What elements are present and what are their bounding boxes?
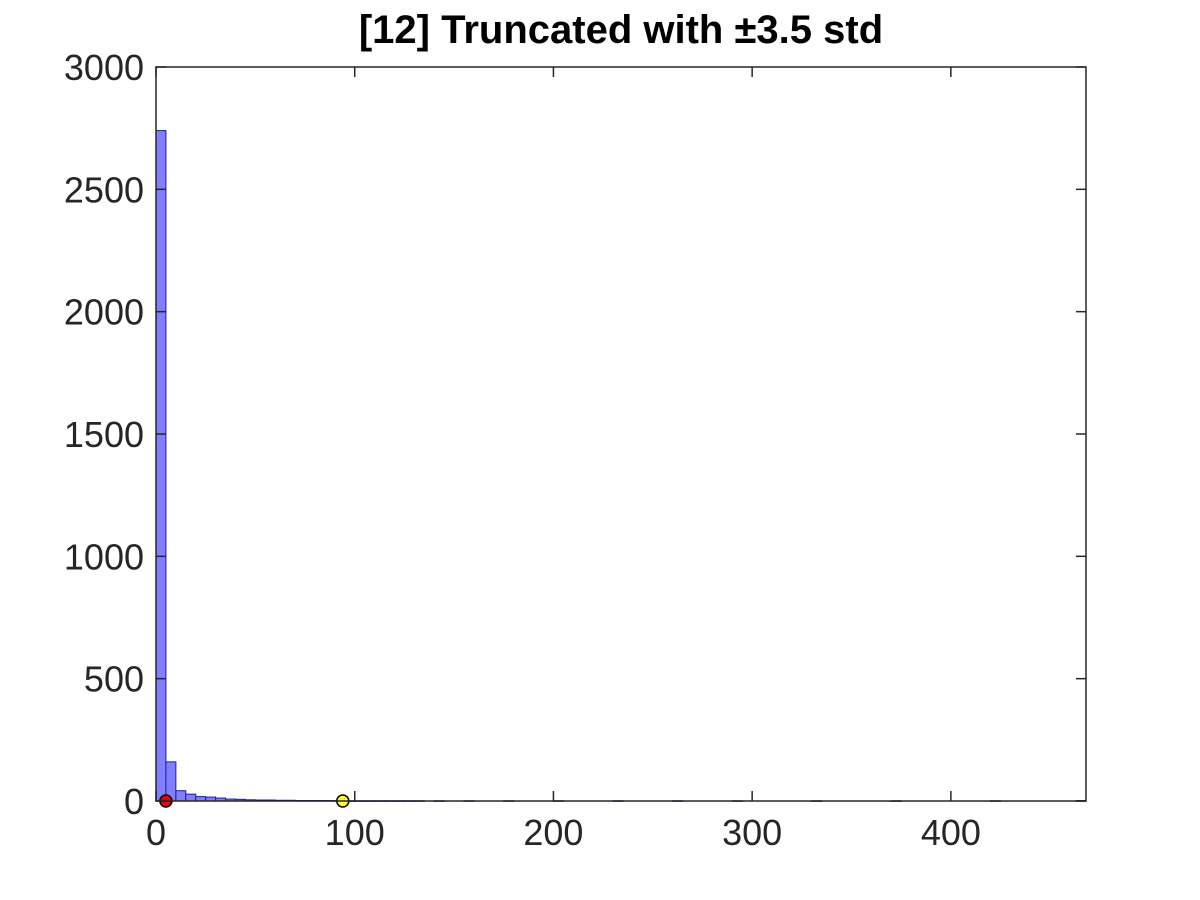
y-tick-label: 2000 [64, 292, 144, 333]
y-tick-label: 2500 [64, 169, 144, 210]
x-tick-label: 0 [146, 812, 166, 853]
plot-area-frame [155, 66, 1087, 802]
x-tick-label: 100 [325, 812, 385, 853]
x-tick-label: 200 [523, 812, 583, 853]
y-tick-label: 500 [84, 659, 144, 700]
chart-title: [12] Truncated with ±3.5 std [359, 8, 883, 52]
y-axis-ticks: 0 500 1000 1500 2000 2500 3000 [64, 47, 1086, 822]
y-tick-label: 1500 [64, 414, 144, 455]
y-tick-label: 3000 [64, 47, 144, 88]
histogram-bar-2 [175, 790, 187, 802]
histogram-bar-3 [185, 793, 197, 802]
histogram-bars [155, 130, 1087, 802]
histogram-bar-0 [155, 130, 167, 802]
x-tick-label: 300 [722, 812, 782, 853]
y-tick-label: 0 [124, 781, 144, 822]
x-tick-label: 400 [921, 812, 981, 853]
x-axis-ticks: 0 100 200 300 400 [146, 67, 981, 853]
y-tick-label: 1000 [64, 536, 144, 577]
